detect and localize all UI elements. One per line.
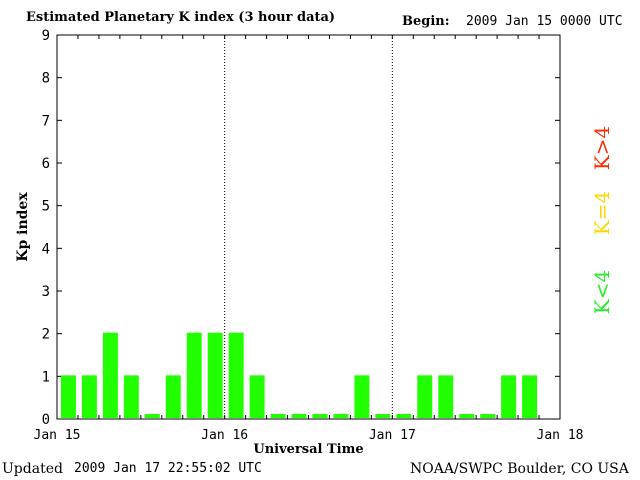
y-tick-label: 0: [42, 412, 50, 428]
chart-title: Estimated Planetary K index (3 hour data…: [26, 10, 336, 25]
legend-label: K=4: [590, 191, 614, 235]
y-tick-label: 9: [42, 28, 50, 44]
y-tick-label: 4: [42, 241, 50, 257]
y-axis-label: Kp index: [15, 192, 31, 262]
kp-bar: [102, 332, 118, 418]
x-axis-label: Universal Time: [253, 442, 363, 457]
y-tick-label: 2: [42, 327, 50, 343]
legend-label: K<4: [590, 270, 614, 314]
plot-frame: [56, 34, 561, 420]
kp-bar: [123, 375, 139, 418]
y-tick-label: 5: [42, 199, 50, 215]
kp-bar: [522, 375, 538, 418]
x-tick-label: Jan 18: [537, 428, 584, 443]
y-tick-label: 3: [42, 284, 50, 300]
updated-label: Updated: [2, 461, 63, 477]
kp-bar: [501, 375, 517, 418]
kp-bar: [165, 375, 181, 418]
kp-bar: [291, 414, 307, 418]
legend-label: K>4: [590, 126, 614, 170]
kp-bar: [61, 375, 76, 418]
kp-bar: [186, 332, 202, 418]
kp-bar: [228, 332, 244, 418]
x-tick-label: Jan 15: [34, 428, 81, 443]
kp-bar: [249, 375, 265, 418]
y-tick-label: 8: [42, 71, 50, 87]
begin-label: Begin:: [402, 14, 450, 29]
kp-bar: [480, 414, 496, 418]
kp-bar: [459, 414, 475, 418]
begin-value: 2009 Jan 15 0000 UTC: [466, 14, 623, 29]
kp-bar: [144, 414, 160, 418]
y-tick-label: 6: [42, 156, 50, 172]
x-tick-label: Jan 17: [369, 428, 416, 443]
kp-bar: [354, 375, 370, 418]
y-tick-label: 7: [42, 113, 50, 129]
kp-bar: [207, 332, 223, 418]
kp-bar: [333, 414, 349, 418]
kp-bar: [396, 414, 412, 418]
kp-bar: [312, 414, 328, 418]
updated-value: 2009 Jan 17 22:55:02 UTC: [74, 461, 262, 476]
x-tick-label: Jan 16: [201, 428, 248, 443]
kp-bar: [417, 375, 433, 418]
kp-bar: [375, 414, 391, 418]
credit-text: NOAA/SWPC Boulder, CO USA: [410, 461, 629, 477]
y-tick-label: 1: [42, 369, 50, 385]
kp-bar: [438, 375, 454, 418]
kp-bar: [270, 414, 286, 418]
kp-bar: [81, 375, 97, 418]
